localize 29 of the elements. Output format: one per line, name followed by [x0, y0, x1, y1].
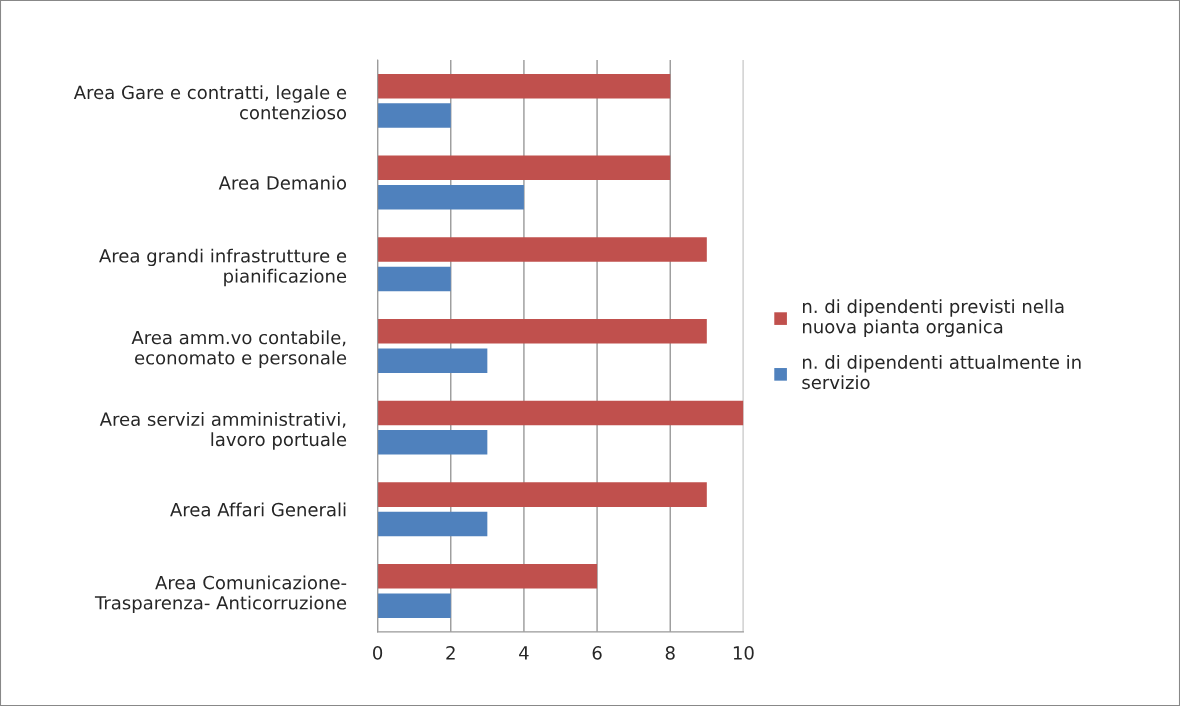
- legend-label: n. di dipendenti previsti nella nuova pianta organica: [803, 299, 1064, 337]
- bar: [377, 593, 451, 618]
- bar: [377, 237, 707, 262]
- bar: [377, 430, 488, 455]
- x-tick-label: 4: [519, 646, 529, 660]
- bar: [377, 511, 488, 537]
- bar: [377, 318, 707, 344]
- x-tick-label: 6: [592, 646, 602, 660]
- bar: [377, 400, 744, 426]
- bar: [377, 103, 451, 128]
- y-tick-label: Area Demanio: [218, 175, 347, 190]
- bar: [377, 185, 524, 210]
- y-tick-label: Area grandi infrastrutture e pianificazione: [99, 248, 347, 287]
- y-tick-label: Area Comunicazione- Trasparenza- Anticorruzione: [94, 575, 347, 614]
- y-tick-label: Area Gare e contratti, legale e contenzioso: [73, 85, 347, 120]
- bar: [377, 482, 707, 507]
- y-tick-label: Area servizi amministrativi, lavoro portuale: [99, 412, 347, 450]
- x-tick-label: 10: [733, 646, 754, 660]
- y-tick-label: Area amm.vo contabile, economato e personale: [131, 330, 347, 369]
- x-tick-label: 0: [373, 646, 383, 660]
- legend-label: n. di dipendenti attualmente in servizio: [802, 354, 1081, 390]
- bar: [377, 73, 671, 99]
- bar: [377, 155, 671, 181]
- y-tick-label: Area Affari Generali: [170, 502, 346, 517]
- bar: [377, 348, 488, 373]
- bar: [377, 564, 598, 589]
- x-tick-label: 8: [665, 646, 675, 660]
- bar: [377, 266, 451, 292]
- x-tick-label: 2: [446, 646, 455, 660]
